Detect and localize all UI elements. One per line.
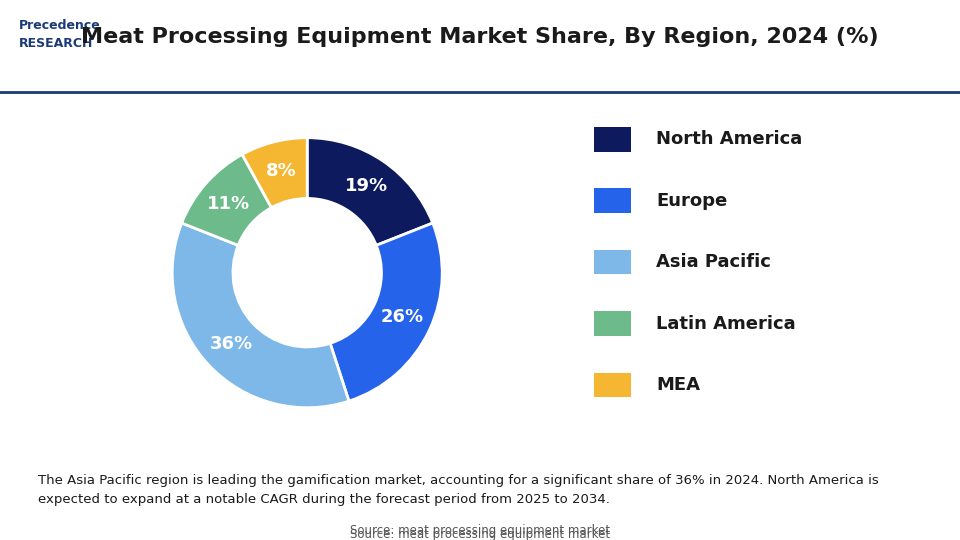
Wedge shape <box>172 223 348 408</box>
FancyBboxPatch shape <box>594 188 631 213</box>
FancyBboxPatch shape <box>594 373 631 397</box>
FancyBboxPatch shape <box>594 127 631 152</box>
Text: 26%: 26% <box>380 308 423 326</box>
Text: MEA: MEA <box>657 376 700 394</box>
Text: Latin America: Latin America <box>657 315 796 333</box>
Text: 36%: 36% <box>209 335 252 353</box>
FancyBboxPatch shape <box>594 311 631 336</box>
Text: 19%: 19% <box>345 177 388 195</box>
Text: Meat Processing Equipment Market Share, By Region, 2024 (%): Meat Processing Equipment Market Share, … <box>82 27 878 47</box>
Text: 11%: 11% <box>207 194 251 213</box>
Wedge shape <box>330 223 443 401</box>
Text: Precedence
RESEARCH: Precedence RESEARCH <box>19 18 101 50</box>
Wedge shape <box>307 138 433 245</box>
Text: The Asia Pacific region is leading the gamification market, accounting for a sig: The Asia Pacific region is leading the g… <box>37 474 878 507</box>
Text: Source: meat processing equipment market: Source: meat processing equipment market <box>350 528 610 540</box>
Text: Europe: Europe <box>657 192 728 210</box>
Text: Source: meat processing equipment market: Source: meat processing equipment market <box>350 524 610 537</box>
Wedge shape <box>242 138 307 208</box>
Wedge shape <box>181 154 272 245</box>
Text: Asia Pacific: Asia Pacific <box>657 253 771 271</box>
FancyBboxPatch shape <box>594 250 631 274</box>
Text: 8%: 8% <box>266 163 297 180</box>
Text: North America: North America <box>657 130 803 148</box>
